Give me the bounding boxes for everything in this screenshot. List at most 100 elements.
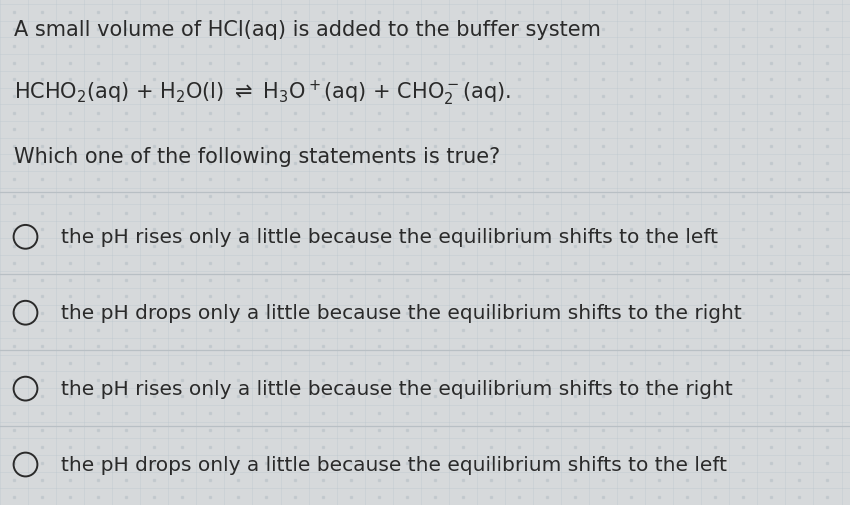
Point xyxy=(652,43,666,51)
Point xyxy=(428,276,442,284)
Point xyxy=(231,309,245,318)
Point xyxy=(7,176,20,184)
Point xyxy=(428,342,442,350)
Point xyxy=(175,93,189,101)
Point xyxy=(287,309,302,318)
Point xyxy=(315,260,329,268)
Point xyxy=(372,226,386,234)
Point xyxy=(652,176,666,184)
Point xyxy=(119,260,133,268)
Point xyxy=(512,476,525,484)
Point xyxy=(512,493,525,501)
Point xyxy=(7,476,20,484)
Point xyxy=(820,109,834,117)
Point xyxy=(736,226,750,234)
Point xyxy=(231,176,245,184)
Point xyxy=(512,276,525,284)
Point xyxy=(652,309,666,318)
Point xyxy=(652,360,666,368)
Point xyxy=(63,160,76,168)
Point xyxy=(260,276,274,284)
Point xyxy=(708,209,722,217)
Point xyxy=(203,226,217,234)
Point xyxy=(343,493,357,501)
Point xyxy=(175,243,189,251)
Point xyxy=(7,342,20,350)
Point xyxy=(624,160,638,168)
Point xyxy=(343,243,357,251)
Point xyxy=(119,409,133,417)
Point xyxy=(119,43,133,51)
Point xyxy=(63,409,76,417)
Point xyxy=(765,209,779,217)
Point xyxy=(680,243,694,251)
Point xyxy=(343,292,357,300)
Point xyxy=(541,76,554,84)
Point xyxy=(148,26,162,34)
Point xyxy=(680,309,694,318)
Point xyxy=(428,376,442,384)
Point xyxy=(708,126,722,134)
Point xyxy=(119,59,133,67)
Point xyxy=(175,292,189,300)
Point xyxy=(287,326,302,334)
Point xyxy=(343,426,357,434)
Point xyxy=(736,442,750,450)
Point xyxy=(484,9,497,17)
Point xyxy=(541,93,554,101)
Point xyxy=(7,93,20,101)
Text: A small volume of HCl(aq) is added to the buffer system: A small volume of HCl(aq) is added to th… xyxy=(14,20,600,40)
Point xyxy=(315,376,329,384)
Point xyxy=(260,309,274,318)
Point xyxy=(736,43,750,51)
Point xyxy=(203,126,217,134)
Point xyxy=(63,342,76,350)
Point xyxy=(372,76,386,84)
Point xyxy=(119,142,133,150)
Point xyxy=(260,409,274,417)
Point xyxy=(287,409,302,417)
Point xyxy=(428,226,442,234)
Point xyxy=(456,76,469,84)
Point xyxy=(708,342,722,350)
Point xyxy=(260,26,274,34)
Point xyxy=(203,160,217,168)
Point xyxy=(119,376,133,384)
Point xyxy=(343,209,357,217)
Point xyxy=(119,292,133,300)
Point xyxy=(456,160,469,168)
Point xyxy=(92,260,105,268)
Point xyxy=(792,409,806,417)
Point xyxy=(260,76,274,84)
Point xyxy=(624,309,638,318)
Point xyxy=(624,126,638,134)
Point xyxy=(597,376,610,384)
Point xyxy=(428,109,442,117)
Point xyxy=(736,426,750,434)
Point xyxy=(680,142,694,150)
Point xyxy=(231,360,245,368)
Point xyxy=(680,260,694,268)
Point xyxy=(92,292,105,300)
Point xyxy=(484,142,497,150)
Point xyxy=(708,493,722,501)
Point xyxy=(428,326,442,334)
Point xyxy=(92,309,105,318)
Point xyxy=(597,176,610,184)
Point xyxy=(260,376,274,384)
Point xyxy=(568,243,581,251)
Point xyxy=(792,209,806,217)
Point xyxy=(7,376,20,384)
Point xyxy=(343,126,357,134)
Point xyxy=(820,192,834,200)
Point xyxy=(652,126,666,134)
Point xyxy=(175,160,189,168)
Point xyxy=(400,276,413,284)
Point xyxy=(36,309,49,318)
Point xyxy=(36,76,49,84)
Point xyxy=(175,376,189,384)
Point xyxy=(652,326,666,334)
Point xyxy=(203,476,217,484)
Point xyxy=(203,209,217,217)
Point xyxy=(765,192,779,200)
